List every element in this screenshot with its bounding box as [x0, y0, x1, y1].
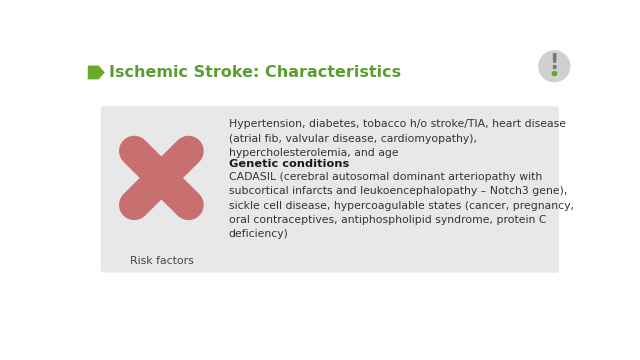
Text: Ischemic Stroke: Characteristics: Ischemic Stroke: Characteristics: [109, 65, 401, 80]
Text: CADASIL (cerebral autosomal dominant arteriopathy with
subcortical infarcts and : CADASIL (cerebral autosomal dominant art…: [229, 172, 574, 239]
Circle shape: [539, 51, 570, 82]
Text: Hypertension, diabetes, tobacco h/o stroke/TIA, heart disease
(atrial fib, valvu: Hypertension, diabetes, tobacco h/o stro…: [229, 120, 566, 158]
Text: !: !: [550, 53, 559, 73]
Text: Risk factors: Risk factors: [129, 256, 193, 266]
Text: Genetic conditions: Genetic conditions: [229, 159, 349, 170]
Polygon shape: [88, 66, 105, 80]
FancyBboxPatch shape: [101, 106, 559, 273]
